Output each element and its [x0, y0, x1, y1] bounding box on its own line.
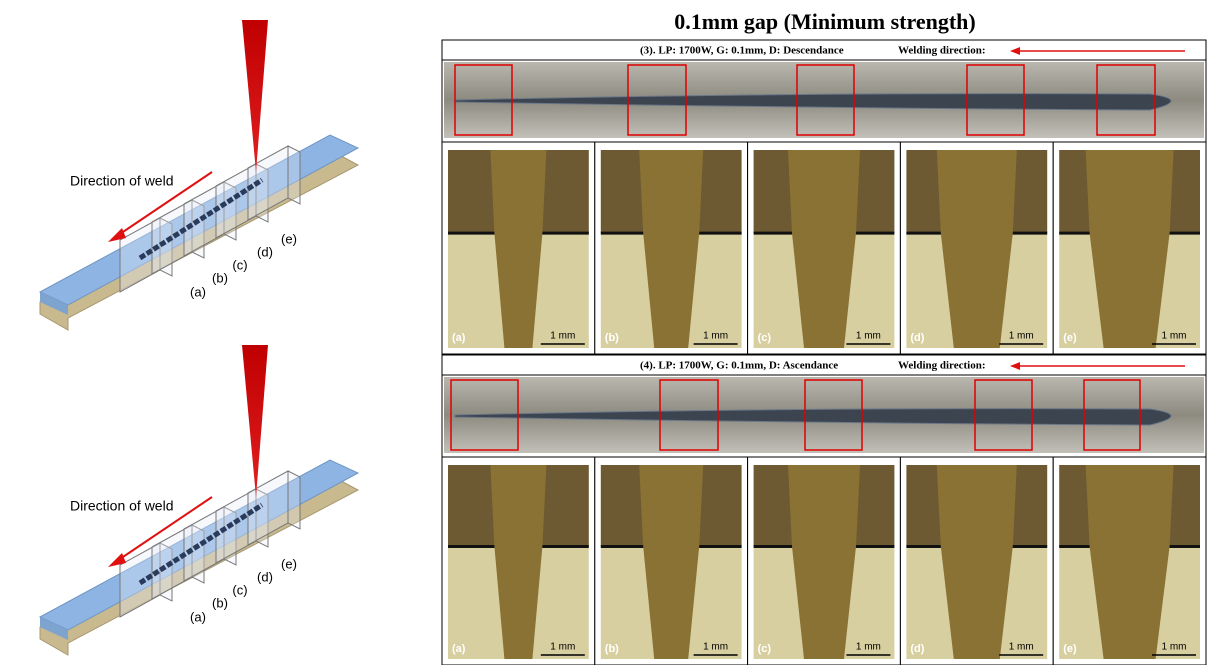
section-label: (d)	[910, 643, 924, 655]
section-label: (c)	[758, 643, 772, 655]
laser-beam	[242, 20, 268, 172]
section-label: (a)	[452, 332, 466, 344]
scale-label: 1 mm	[1162, 331, 1187, 342]
slice-label: (b)	[212, 595, 228, 610]
slice-label: (d)	[257, 244, 273, 259]
scale-label: 1 mm	[856, 642, 881, 653]
scale-label: 1 mm	[703, 331, 728, 342]
section-label: (e)	[1063, 643, 1077, 655]
section-label: (b)	[605, 643, 619, 655]
slice-label: (b)	[212, 270, 228, 285]
slice-label: (e)	[281, 231, 297, 246]
slice-label: (c)	[232, 257, 247, 272]
scale-label: 1 mm	[703, 642, 728, 653]
panel-header: (4). LP: 1700W, G: 0.1mm, D: Ascendance	[640, 360, 838, 372]
slice-label: (a)	[190, 284, 206, 299]
scale-label: 1 mm	[1009, 642, 1034, 653]
section-label: (e)	[1063, 332, 1077, 344]
slice-label: (e)	[281, 556, 297, 571]
section-label: (c)	[758, 332, 772, 344]
slice-box-side	[288, 471, 300, 529]
laser-beam	[242, 345, 268, 497]
slice-label: (a)	[190, 609, 206, 624]
section-label: (b)	[605, 332, 619, 344]
section-label: (a)	[452, 643, 466, 655]
scale-label: 1 mm	[856, 331, 881, 342]
figure-title: 0.1mm gap (Minimum strength)	[674, 9, 975, 34]
slice-label: (c)	[232, 582, 247, 597]
slice-box-side	[288, 146, 300, 204]
scale-label: 1 mm	[1009, 331, 1034, 342]
section-label: (d)	[910, 332, 924, 344]
scale-label: 1 mm	[550, 331, 575, 342]
scale-label: 1 mm	[550, 642, 575, 653]
slice-label: (d)	[257, 569, 273, 584]
figure: 0.1mm gap (Minimum strength) Direction o…	[0, 0, 1208, 665]
direction-label: Direction of weld	[70, 498, 174, 514]
panel-header: (3). LP: 1700W, G: 0.1mm, D: Descendance	[640, 45, 844, 57]
welding-direction-label: Welding direction:	[898, 360, 986, 372]
welding-direction-label: Welding direction:	[898, 45, 986, 57]
direction-label: Direction of weld	[70, 173, 174, 189]
scale-label: 1 mm	[1162, 642, 1187, 653]
